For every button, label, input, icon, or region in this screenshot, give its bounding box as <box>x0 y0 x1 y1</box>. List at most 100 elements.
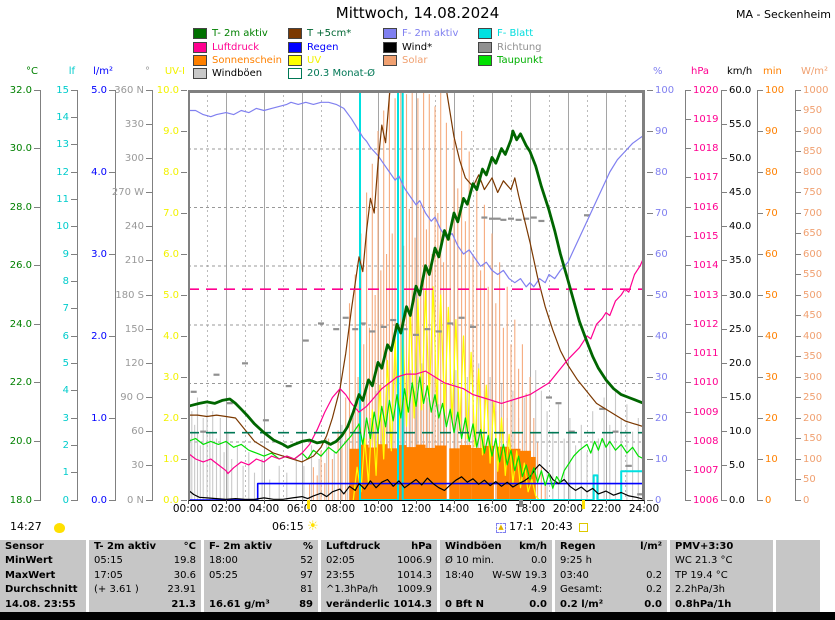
axis-km-h-tick <box>721 397 727 398</box>
axis-hpa-tick <box>685 118 691 120</box>
axis-lf-tick <box>71 390 77 392</box>
axis-km-h-tick <box>721 192 727 193</box>
axis-w-m-tick-label: 600 <box>803 248 823 260</box>
x-tick-mark <box>302 500 303 504</box>
axis-c-tick <box>34 206 40 208</box>
axis--tick <box>146 328 152 330</box>
legend-label: 20.3 Monat-Ø <box>307 68 376 80</box>
axis--tick <box>146 431 152 433</box>
table-cell-text: 18:40 <box>445 569 474 581</box>
axis-uv-i-tick-label: 9.0 <box>163 125 179 137</box>
axis--tick <box>647 89 653 91</box>
axis-lf-tick-label: 11 <box>56 193 69 205</box>
axis-hpa-tick-label: 1006 <box>693 494 719 506</box>
axis-c-tick <box>34 265 40 267</box>
table-cell-text: 23:55 <box>326 569 355 581</box>
axis-lf-tick <box>71 171 77 173</box>
table-col-regen: Regen l/m² 9:25 h 03:40 0.2 Gesamt: 0.2 0.2 l/m… <box>555 540 667 612</box>
station-name: MA - Seckenheim <box>735 8 831 21</box>
axis--tick <box>647 130 653 132</box>
table-row: 17:05 30.6 <box>89 569 201 583</box>
legend-swatch-taupunkt <box>478 54 492 66</box>
axis-c-tick <box>34 440 40 442</box>
axis-hpa-tick-label: 1007 <box>693 465 719 477</box>
axis-hpa-tick <box>685 294 691 296</box>
axis--tick-label: 60 <box>131 426 144 438</box>
axis-l-m-tick-label: 4.0 <box>91 166 107 178</box>
x-tick-label: 10:00 <box>362 503 394 515</box>
sun-moon-row: 14:27 06:15 ☀ ▲ 17:1 20:43 <box>0 519 835 535</box>
axis--tick-label: 210 <box>124 255 144 267</box>
x-tick-label: 24:00 <box>628 503 660 515</box>
series-t-2m-aktiv <box>187 129 645 449</box>
axis-lf-tick <box>71 144 77 146</box>
axis-hpa-tick-label: 1017 <box>693 172 719 184</box>
axis-w-m-tick-label: 650 <box>803 228 823 239</box>
series-luftdruck <box>187 256 645 475</box>
legend-label: Taupunkt <box>497 54 543 66</box>
axis-l-m-tick <box>109 89 115 91</box>
table-cell-value: 0.2 <box>646 584 662 596</box>
axis-hpa-tick-label: 1020 <box>693 84 719 96</box>
axis-c-tick <box>34 382 40 384</box>
axis--tick <box>647 253 653 255</box>
axis--tick-label: 120 <box>124 357 144 369</box>
axis-uv-i-tick-label: 10.0 <box>156 84 179 96</box>
legend-label: Richtung <box>497 41 542 53</box>
table-row: 05:15 19.8 <box>89 554 201 568</box>
axis-min-tick-label: 50 <box>765 289 778 301</box>
axis-w-m-tick-label: 300 <box>803 371 823 383</box>
axis--header: % <box>653 66 663 77</box>
legend-swatch-20-3-monat <box>288 68 302 80</box>
axis--tick-label: 330 <box>124 118 144 130</box>
legend-label: Regen <box>307 41 339 53</box>
axis-w-m-header: W/m² <box>801 66 829 77</box>
axis-w-m-tick <box>795 130 801 132</box>
axis-uv-i-tick-label: 6.0 <box>163 248 179 260</box>
table-cell-text: Ø 10 min. <box>445 555 494 567</box>
axis-lf-header: lf <box>68 66 75 77</box>
sunrise-sun-icon: ☀ <box>307 519 319 534</box>
axis-hpa-tick <box>685 382 691 384</box>
axis--tick-label: 90 <box>655 125 668 137</box>
axis-lf-tick <box>71 444 77 446</box>
table-col-header-unit: hPa <box>411 541 432 552</box>
table-cell-value: 89 <box>299 598 313 610</box>
axis--tick <box>647 171 653 173</box>
table-col-header-unit: % <box>302 541 313 552</box>
axis-hpa-tick-label: 1014 <box>693 260 719 272</box>
sunset-time: 20:43 <box>541 520 573 533</box>
axis--tick-label: 70 <box>655 207 668 219</box>
axis-c-tick-label: 32.0 <box>9 84 32 96</box>
axis-c-tick-label: 24.0 <box>9 318 32 330</box>
table-cell-text: Gesamt: <box>560 584 603 596</box>
table-col-header-label: Luftdruck <box>326 541 381 552</box>
axis-w-m-tick <box>795 253 801 255</box>
legend-swatch-windb-en <box>193 68 207 80</box>
table-cell-text: 02:05 <box>326 555 355 567</box>
axis-c-line <box>40 90 41 501</box>
axis-w-m-tick-label: 250 <box>803 392 823 403</box>
x-tick-label: 00:00 <box>172 503 204 515</box>
table-cell-value: 1014.3 <box>393 598 432 610</box>
axis-l-m-tick-label: 5.0 <box>91 84 107 96</box>
axis-km-h-tick-label: 20.0 <box>729 357 752 369</box>
legend-swatch-t-2m-aktiv <box>193 28 207 40</box>
axis-w-m-tick <box>795 417 801 419</box>
legend-label: T- 2m aktiv <box>212 28 268 40</box>
axis-uv-i-tick <box>181 458 187 460</box>
series-taupunkt <box>187 376 645 489</box>
table-cell-value: 19.8 <box>173 555 196 567</box>
sunrise-time: 06:15 <box>272 520 304 533</box>
axis--tick <box>146 294 152 296</box>
table-row: 4.9 <box>440 583 552 597</box>
sunset-square-icon <box>579 523 588 532</box>
axis-uv-i-tick <box>181 499 187 501</box>
table-row: 0.8hPa/1h <box>670 598 773 612</box>
axis-l-m-tick <box>109 253 115 255</box>
table-col-header-label: Windböen <box>445 541 502 552</box>
x-tick-label: 04:00 <box>248 503 280 515</box>
axis-w-m-tick-label: 100 <box>803 453 823 465</box>
axis-w-m-tick-label: 550 <box>803 269 823 280</box>
legend-item-richtung: Richtung <box>478 40 593 53</box>
